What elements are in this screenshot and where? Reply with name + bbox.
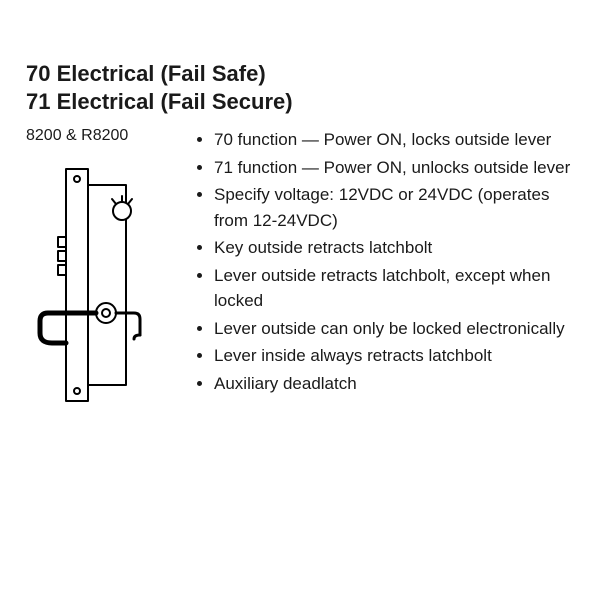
right-column: 70 function — Power ON, locks outside le… <box>186 127 574 398</box>
product-spec-page: 70 Electrical (Fail Safe) 71 Electrical … <box>0 0 600 433</box>
title-line-1: 70 Electrical (Fail Safe) <box>26 61 266 86</box>
list-item: 71 function — Power ON, unlocks outside … <box>214 155 574 181</box>
title-line-2: 71 Electrical (Fail Secure) <box>26 89 293 114</box>
left-column: 8200 & R8200 <box>26 127 186 413</box>
list-item: Lever outside retracts latchbolt, except… <box>214 263 574 314</box>
list-item: Lever inside always retracts latchbolt <box>214 343 574 369</box>
spec-list: 70 function — Power ON, locks outside le… <box>196 127 574 396</box>
list-item: Auxiliary deadlatch <box>214 371 574 397</box>
list-item: 70 function — Power ON, locks outside le… <box>214 127 574 153</box>
list-item: Lever outside can only be locked electro… <box>214 316 574 342</box>
lock-diagram <box>26 163 146 413</box>
content-row: 8200 & R8200 <box>26 127 574 413</box>
series-label: 8200 & R8200 <box>26 127 186 145</box>
list-item: Key outside retracts latchbolt <box>214 235 574 261</box>
page-title: 70 Electrical (Fail Safe) 71 Electrical … <box>26 60 574 115</box>
list-item: Specify voltage: 12VDC or 24VDC (operate… <box>214 182 574 233</box>
